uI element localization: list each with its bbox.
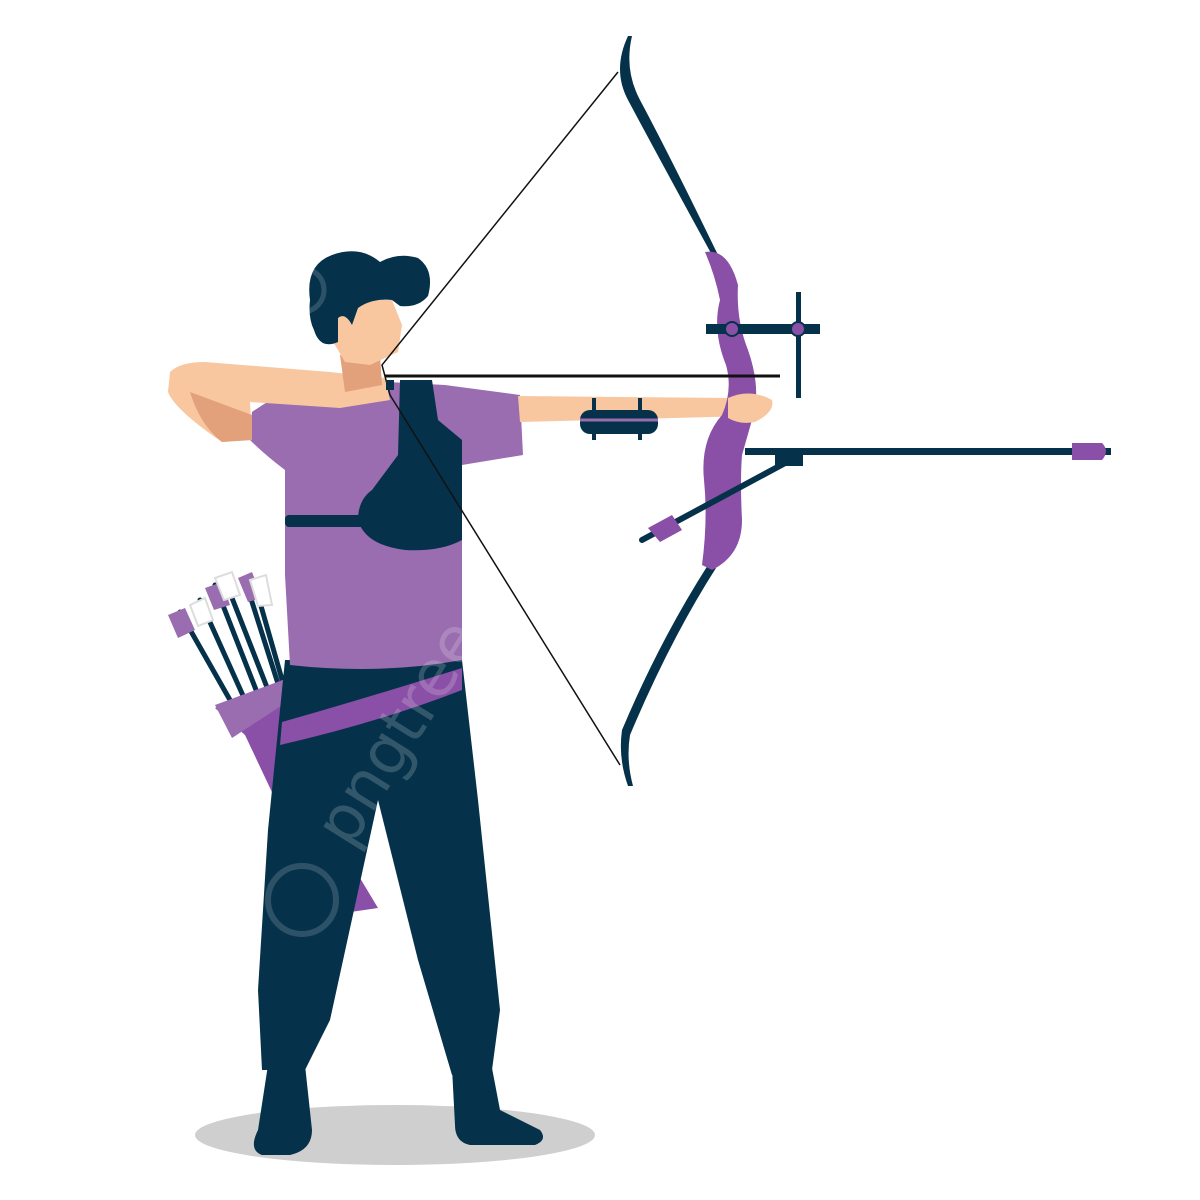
quiver-fletchings	[168, 570, 274, 638]
bow-hand	[728, 393, 773, 423]
left-shoe	[253, 1065, 312, 1155]
chest-guard	[358, 380, 462, 551]
bow-sight-bar	[706, 324, 820, 334]
stabilizer-rod	[745, 448, 1111, 455]
watermark-logo	[265, 265, 339, 937]
quiver-arrows	[177, 577, 288, 703]
bow-lower-limb	[620, 565, 716, 786]
belt	[280, 668, 462, 745]
side-rod-tip	[648, 515, 682, 542]
bow-upper-limb	[620, 36, 718, 255]
stabilizer-tip	[1072, 443, 1106, 460]
hair	[309, 251, 431, 345]
chest-strap	[285, 515, 370, 527]
bow-sight-pin	[796, 292, 801, 398]
pants	[258, 660, 500, 1075]
right-shoe	[452, 1068, 544, 1145]
arm-guard	[580, 410, 658, 434]
